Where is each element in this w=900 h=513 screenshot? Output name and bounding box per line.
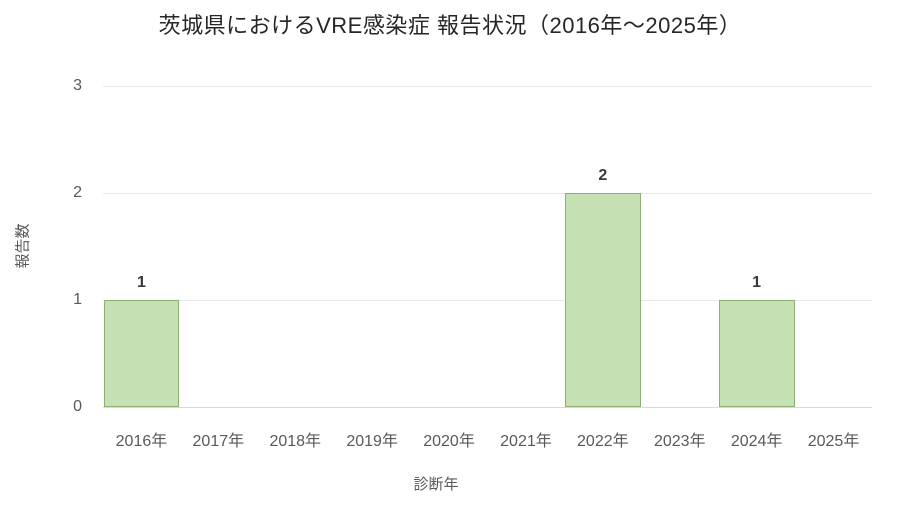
x-tick-label: 2022年 [577, 433, 629, 450]
x-tick-label: 2017年 [192, 433, 245, 450]
y-tick-label: 1 [73, 291, 82, 308]
y-tick-label: 3 [73, 77, 82, 94]
x-tick-label: 2025年 [807, 433, 860, 450]
bar-value-label: 1 [136, 274, 146, 291]
x-tick-label: 2018年 [269, 433, 322, 450]
bar-value-label: 2 [598, 167, 608, 184]
bar [103, 300, 180, 407]
gridline [103, 300, 872, 301]
y-tick-label: 2 [73, 184, 82, 201]
bar [564, 193, 641, 407]
y-axis-title: 報告数 [14, 223, 32, 269]
x-axis-line [103, 407, 872, 408]
y-tick-label: 0 [73, 398, 82, 415]
x-tick-label: 2020年 [423, 433, 475, 450]
plot-area [103, 86, 872, 408]
x-tick-label: 2023年 [653, 433, 706, 450]
gridline [103, 193, 872, 194]
bar-value-label: 1 [752, 274, 762, 291]
x-tick-label: 2016年 [115, 433, 168, 450]
bar [718, 300, 795, 407]
gridline [103, 86, 872, 87]
x-tick-label: 2024年 [730, 433, 783, 450]
chart-title: 茨城県におけるVRE感染症 報告状況（2016年～2025年） [158, 13, 742, 38]
x-tick-label: 2019年 [346, 433, 398, 450]
x-axis-title: 診断年 [413, 476, 459, 493]
x-tick-label: 2021年 [500, 433, 552, 450]
